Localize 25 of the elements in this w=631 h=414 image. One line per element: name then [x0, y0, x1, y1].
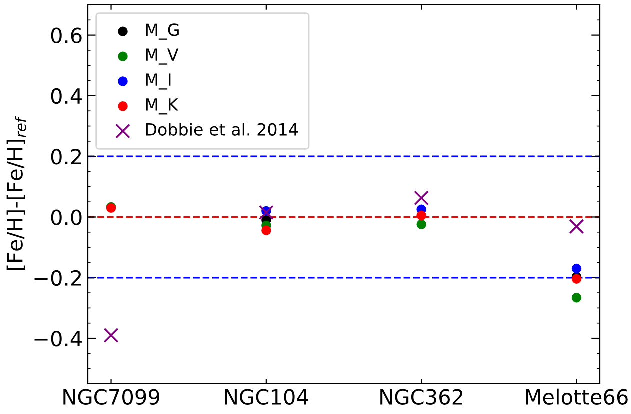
point	[262, 226, 272, 236]
y-tick-label: 0.2	[51, 149, 82, 165]
point	[572, 264, 582, 274]
point	[258, 205, 274, 220]
x-tick-label: NGC7099	[64, 389, 160, 405]
y-tick-label: 0.0	[51, 210, 82, 226]
y-tick-label: 0.6	[51, 28, 82, 44]
legend-label: M_G	[146, 24, 179, 40]
x-tick-label: NGC104	[225, 389, 308, 405]
y-tick-label: −0.4	[34, 330, 82, 347]
legend-label: M_I	[146, 74, 171, 90]
point	[416, 210, 426, 221]
point	[572, 293, 582, 303]
x-tick-label: Melotte66	[526, 388, 628, 405]
point	[416, 220, 426, 230]
point	[104, 328, 119, 343]
x-tick-label: NGC362	[380, 389, 463, 405]
legend-label: Dobbie et al. 2014	[146, 123, 298, 136]
y-tick-label: −0.2	[34, 270, 82, 286]
legend-label: M_K	[146, 98, 179, 115]
y-axis-title: [Fe/H]-[Fe/H]$_{ref}$	[6, 116, 26, 270]
point	[414, 190, 430, 206]
legend-label: M_V	[146, 48, 179, 65]
y-tick-label: 0.4	[51, 88, 82, 104]
point	[569, 219, 584, 234]
